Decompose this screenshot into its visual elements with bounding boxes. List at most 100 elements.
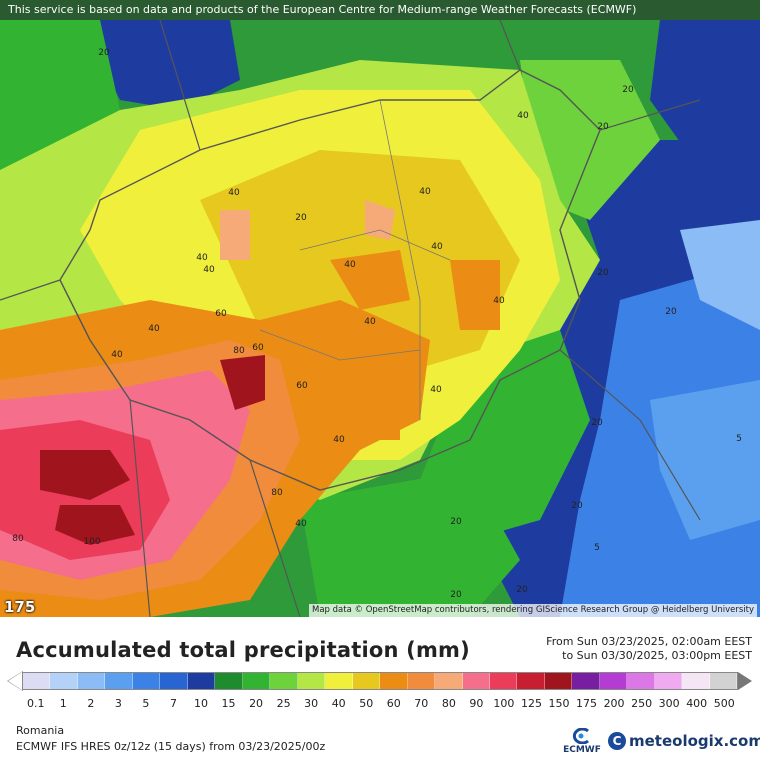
precipitation-map[interactable]: This service is based on data and produc… xyxy=(0,0,760,617)
legend-tick-label: 1 xyxy=(59,697,67,710)
legend-swatch xyxy=(654,673,683,689)
model-run-info: ECMWF IFS HRES 0z/12z (15 days) from 03/… xyxy=(16,740,326,753)
legend-tick-label: 10 xyxy=(194,697,208,710)
legend-bar xyxy=(22,672,738,690)
contour-label: 20 xyxy=(591,418,603,428)
legend-swatch xyxy=(50,673,78,689)
contour-label: 80 xyxy=(271,488,283,498)
legend-swatch xyxy=(380,673,408,689)
map-attribution: Map data © OpenStreetMap contributors, r… xyxy=(309,604,757,617)
contour-label: 20 xyxy=(622,85,634,95)
legend-tick-label: 90 xyxy=(469,697,484,710)
legend-tick-label: 100 xyxy=(493,697,515,710)
color-legend xyxy=(7,671,752,691)
meteologix-icon: C xyxy=(608,732,626,750)
legend-tick-label: 500 xyxy=(713,697,735,710)
legend-swatch xyxy=(599,673,628,689)
ecmwf-logo-text: ECMWF xyxy=(563,745,601,755)
contour-label: 20 xyxy=(665,307,677,317)
legend-tick-label: 0.1 xyxy=(27,697,45,710)
contour-label: 40 xyxy=(295,519,307,529)
ecmwf-logo[interactable]: ECMWF xyxy=(560,728,604,758)
legend-swatch xyxy=(709,673,738,689)
meteologix-logo-text: meteologix.com xyxy=(629,732,760,750)
legend-tick-label: 20 xyxy=(249,697,264,710)
legend-ticks: 0.1 1 2 3 5 7 10 15 20 25 30 40 50 60 70 80 90 100 125 150 1… xyxy=(8,697,752,711)
legend-tick-label: 125 xyxy=(520,697,542,710)
contour-label: 40 xyxy=(196,253,208,263)
legend-tick-label: 3 xyxy=(114,697,122,710)
meteologix-logo[interactable]: C meteologix.com xyxy=(608,731,760,751)
contour-label: 5 xyxy=(594,543,600,553)
contour-label: 80 xyxy=(233,346,245,356)
valid-from: From Sun 03/23/2025, 02:00am EEST xyxy=(546,635,752,648)
contour-label: 40 xyxy=(111,350,123,360)
contour-label: 20 xyxy=(98,48,110,58)
contour-label: 80 xyxy=(12,534,24,544)
valid-period: From Sun 03/23/2025, 02:00am EEST to Sun… xyxy=(546,635,752,663)
legend-tick-label: 175 xyxy=(576,697,598,710)
legend-swatch xyxy=(462,673,490,689)
legend-swatch xyxy=(627,673,655,689)
contour-label: 5 xyxy=(736,434,742,444)
legend-tick-label: 15 xyxy=(221,697,236,710)
ecmwf-symbol-icon xyxy=(572,728,589,744)
legend-swatch xyxy=(215,673,243,689)
legend-swatch xyxy=(407,673,436,689)
legend-swatch xyxy=(160,673,188,689)
legend-swatch xyxy=(325,673,353,689)
legend-tick-label: 2 xyxy=(87,697,95,710)
legend-tick-label: 200 xyxy=(603,697,625,710)
legend-swatch xyxy=(352,673,381,689)
legend-low-arrow xyxy=(8,672,22,690)
contour-label: 60 xyxy=(215,309,227,319)
contour-label: 20 xyxy=(295,213,307,223)
legend-high-arrow xyxy=(738,672,752,690)
legend-tick-label: 25 xyxy=(276,697,291,710)
chart-title: Accumulated total precipitation (mm) xyxy=(16,638,470,662)
contour-label: 20 xyxy=(571,501,583,511)
legend-swatch xyxy=(23,673,51,689)
legend-tick-label: 70 xyxy=(414,697,429,710)
legend-swatch xyxy=(77,673,106,689)
legend-swatch xyxy=(435,673,463,689)
legend-swatch xyxy=(489,673,518,689)
contour-label: 40 xyxy=(431,242,443,252)
contour-label: 40 xyxy=(203,265,215,275)
contour-label: 40 xyxy=(430,385,442,395)
contour-label: 40 xyxy=(228,188,240,198)
legend-tick-label: 250 xyxy=(631,697,653,710)
legend-swatch xyxy=(270,673,298,689)
legend-tick-label: 7 xyxy=(169,697,177,710)
contour-label: 40 xyxy=(364,317,376,327)
legend-tick-label: 60 xyxy=(386,697,401,710)
contour-label: 20 xyxy=(450,590,462,600)
contour-label: 40 xyxy=(344,260,356,270)
contour-label: 100 xyxy=(83,537,101,547)
contour-label: 40 xyxy=(517,111,529,121)
legend-swatch xyxy=(544,673,573,689)
contour-label: 40 xyxy=(333,435,345,445)
legend-swatch xyxy=(187,673,216,689)
region-name: Romania xyxy=(16,724,65,737)
legend-tick-label: 400 xyxy=(686,697,708,710)
precipitation-field xyxy=(0,19,760,617)
contour-label: 20 xyxy=(597,122,609,132)
legend-tick-label: 30 xyxy=(304,697,319,710)
contour-label: 20 xyxy=(450,517,462,527)
legend-tick-label: 50 xyxy=(359,697,374,710)
ecmwf-banner: This service is based on data and produc… xyxy=(0,0,760,20)
contour-label: 60 xyxy=(252,343,264,353)
contour-label: 20 xyxy=(597,268,609,278)
legend-tick-label: 300 xyxy=(658,697,680,710)
legend-tick-label: 150 xyxy=(548,697,570,710)
contour-label: 20 xyxy=(516,585,528,595)
legend-swatch xyxy=(572,673,600,689)
contour-label: 40 xyxy=(419,187,431,197)
legend-tick-label: 5 xyxy=(142,697,150,710)
legend-swatch xyxy=(682,673,710,689)
contour-label: 40 xyxy=(148,324,160,334)
contour-label: 60 xyxy=(296,381,308,391)
valid-to: to Sun 03/30/2025, 03:00pm EEST xyxy=(562,649,752,662)
legend-swatch xyxy=(242,673,271,689)
